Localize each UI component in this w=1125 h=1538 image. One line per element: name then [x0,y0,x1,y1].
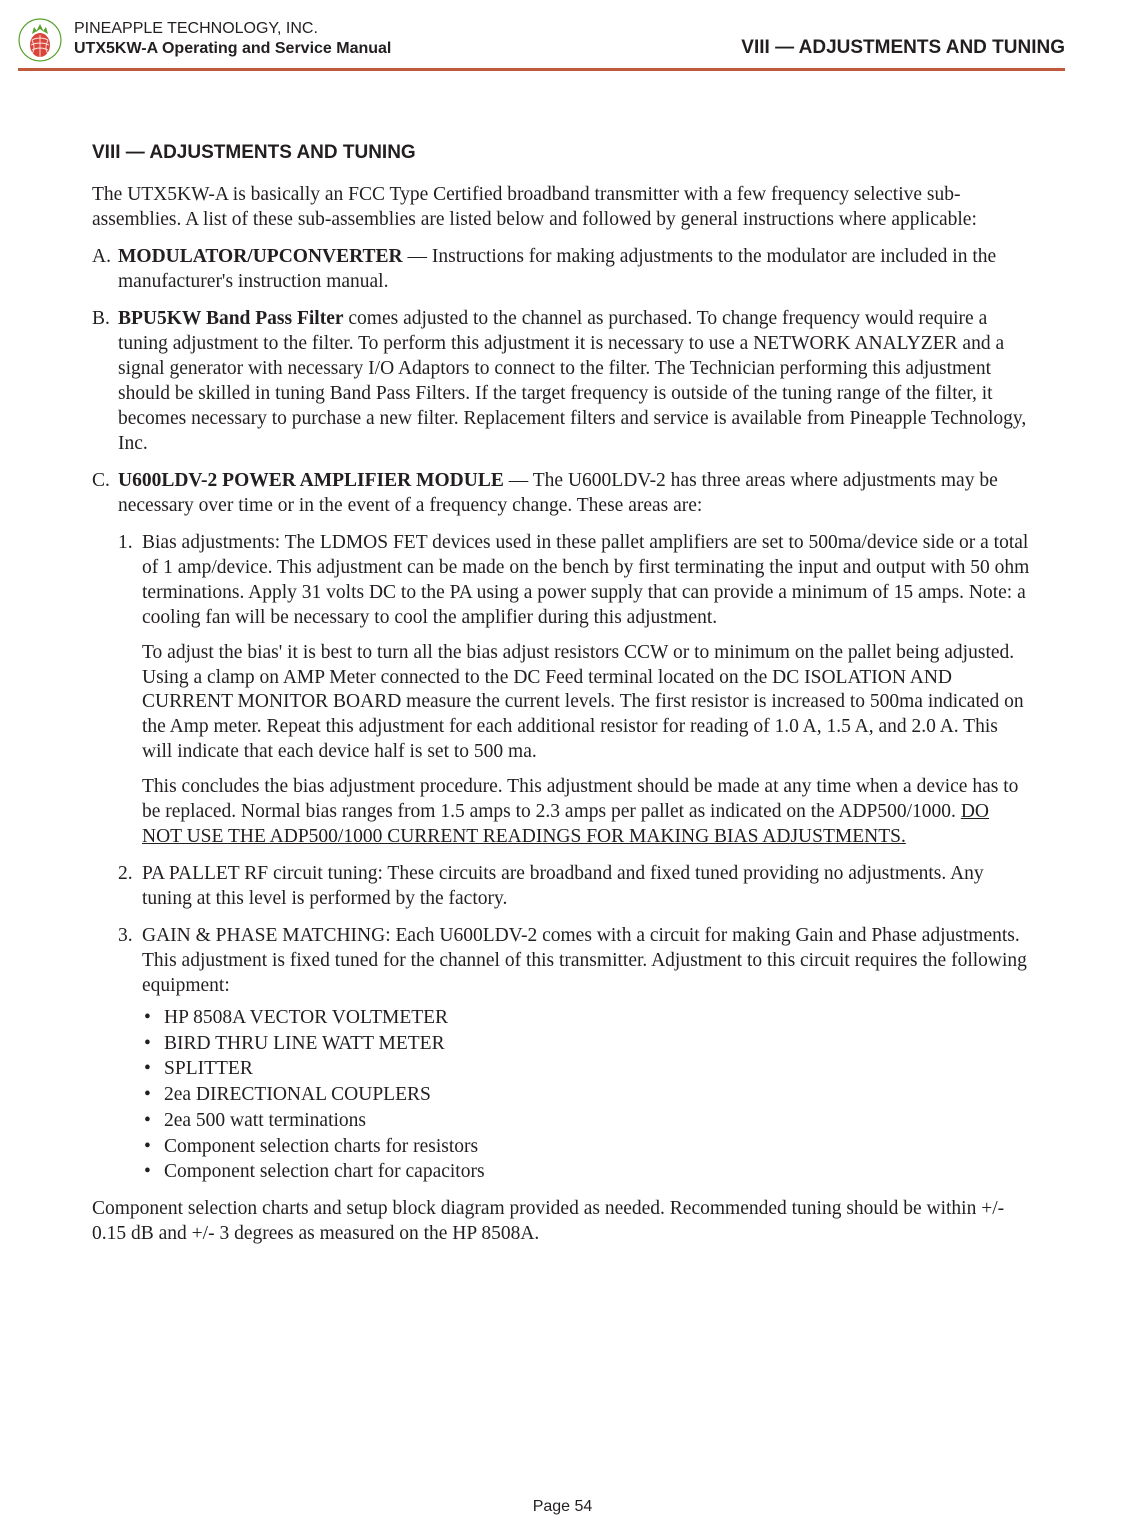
bullet-icon: • [142,1159,164,1185]
list-item: •Component selection chart for capacitor… [142,1159,1033,1185]
item-c-1: 1. Bias adjustments: The LDMOS FET devic… [118,531,1033,631]
list-item: •HP 8508A VECTOR VOLTMETER [142,1005,1033,1031]
bullet-icon: • [142,1108,164,1134]
num-body: GAIN & PHASE MATCHING: Each U600LDV-2 co… [142,924,1033,999]
header-text-block: PINEAPPLE TECHNOLOGY, INC. UTX5KW-A Oper… [74,19,1065,61]
bullet-text: SPLITTER [164,1056,253,1082]
page-content: VIII — ADJUSTMENTS AND TUNING The UTX5KW… [0,71,1125,1247]
pineapple-logo-icon [18,18,62,62]
item-letter: B. [92,307,118,457]
item-bold: U600LDV-2 POWER AMPLIFIER MODULE [118,470,504,491]
list-item: •BIRD THRU LINE WATT METER [142,1031,1033,1057]
item-bold: BPU5KW Band Pass Filter [118,308,344,329]
item-c-2: 2. PA PALLET RF circuit tuning: These ci… [118,862,1033,912]
header-left: PINEAPPLE TECHNOLOGY, INC. UTX5KW-A Oper… [74,19,391,59]
item-body: MODULATOR/UPCONVERTER — Instructions for… [118,245,1033,295]
num-body: PA PALLET RF circuit tuning: These circu… [142,862,1033,912]
item-rest: comes adjusted to the channel as purchas… [118,308,1026,454]
num-label: 1. [118,531,142,631]
bullet-icon: • [142,1031,164,1057]
bullet-text: 2ea 500 watt terminations [164,1108,366,1134]
item-body: U600LDV-2 POWER AMPLIFIER MODULE — The U… [118,469,1033,519]
item-c-1-p3: This concludes the bias adjustment proce… [142,775,1033,850]
num-label: 2. [118,862,142,912]
p3-lead: This concludes the bias adjustment proce… [142,776,1018,822]
item-b: B. BPU5KW Band Pass Filter comes adjuste… [92,307,1033,457]
bullet-text: 2ea DIRECTIONAL COUPLERS [164,1082,431,1108]
bullet-text: Component selection charts for resistors [164,1134,478,1160]
num-body: Bias adjustments: The LDMOS FET devices … [142,531,1033,631]
bullet-text: HP 8508A VECTOR VOLTMETER [164,1005,448,1031]
list-item: •2ea DIRECTIONAL COUPLERS [142,1082,1033,1108]
item-letter: A. [92,245,118,295]
item-letter: C. [92,469,118,519]
bullet-icon: • [142,1082,164,1108]
item-c-3: 3. GAIN & PHASE MATCHING: Each U600LDV-2… [118,924,1033,999]
item-body: BPU5KW Band Pass Filter comes adjusted t… [118,307,1033,457]
item-bold: MODULATOR/UPCONVERTER [118,246,403,267]
item-c-1-p2: To adjust the bias' it is best to turn a… [142,641,1033,766]
bullet-icon: • [142,1005,164,1031]
bullet-icon: • [142,1056,164,1082]
company-name: PINEAPPLE TECHNOLOGY, INC. [74,19,391,39]
item-a: A. MODULATOR/UPCONVERTER — Instructions … [92,245,1033,295]
bullet-text: BIRD THRU LINE WATT METER [164,1031,445,1057]
list-item: •SPLITTER [142,1056,1033,1082]
equipment-list: •HP 8508A VECTOR VOLTMETER •BIRD THRU LI… [142,1005,1033,1185]
header-section-label: VIII — ADJUSTMENTS AND TUNING [741,37,1065,59]
bullet-text: Component selection chart for capacitors [164,1159,485,1185]
section-title: VIII — ADJUSTMENTS AND TUNING [92,141,1033,165]
closing-paragraph: Component selection charts and setup blo… [92,1197,1033,1247]
manual-title: UTX5KW-A Operating and Service Manual [74,39,391,59]
list-item: •Component selection charts for resistor… [142,1134,1033,1160]
num-label: 3. [118,924,142,999]
list-item: •2ea 500 watt terminations [142,1108,1033,1134]
bullet-icon: • [142,1134,164,1160]
item-c: C. U600LDV-2 POWER AMPLIFIER MODULE — Th… [92,469,1033,519]
intro-paragraph: The UTX5KW-A is basically an FCC Type Ce… [92,183,1033,233]
page-number: Page 54 [0,1498,1125,1516]
page-header: PINEAPPLE TECHNOLOGY, INC. UTX5KW-A Oper… [0,0,1125,62]
